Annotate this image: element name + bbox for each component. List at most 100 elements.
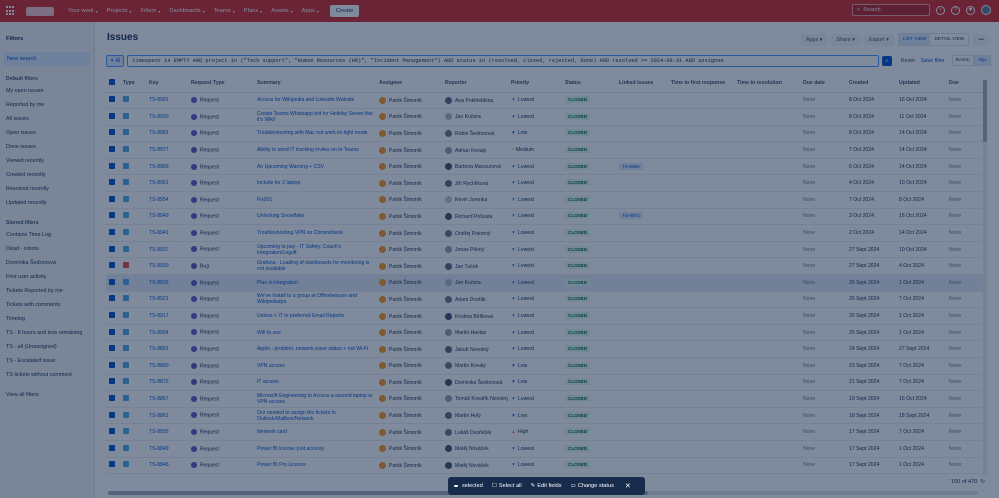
table-row[interactable]: TS-8904 Request Wifi to use Patrik Šimoník M… — [106, 324, 986, 342]
summary-link[interactable]: Our needed to assign the tickets to Outl… — [257, 409, 336, 422]
table-row[interactable]: TS-8954 Request Fix501 Patrik Šimoník Kevin … — [106, 191, 986, 209]
table-row[interactable]: TS-8937 Request Upcoming to pay - IT Safet… — [106, 241, 986, 259]
issue-key-link[interactable]: TS-8880 — [146, 357, 188, 375]
summary-link[interactable]: Power BI license (not access) — [257, 445, 325, 452]
nav-item-filters[interactable]: Filters ▾ — [141, 8, 161, 14]
select-all-button[interactable]: ☐ Select all — [492, 483, 522, 489]
row-checkbox[interactable] — [106, 390, 120, 408]
nav-item-teams[interactable]: Teams ▾ — [214, 8, 235, 14]
row-checkbox[interactable] — [106, 208, 120, 226]
row-checkbox[interactable] — [106, 108, 120, 126]
sidebar-item-default-filter[interactable]: Open issues — [6, 130, 36, 136]
nav-item-plans[interactable]: Plans ▾ — [244, 8, 263, 14]
summary-link[interactable]: An Upcoming Warning + CSV — [257, 163, 325, 170]
summary-link[interactable]: Create Teams Whatsapp bot for Holiday Se… — [257, 110, 373, 123]
linked-issue-link[interactable]: TS-8956 — [619, 162, 643, 170]
row-checkbox[interactable] — [106, 357, 120, 375]
sidebar-item-starred-filter[interactable]: TS - all (Unassigned) — [6, 344, 57, 350]
table-row[interactable]: TS-8961 Request Include for 2 laptop Patrik… — [106, 174, 986, 193]
column-header-key[interactable]: Key — [146, 74, 188, 93]
table-row[interactable]: TS-8981 Request Troubleshooting with Mac n… — [106, 125, 986, 143]
column-header-assignee[interactable]: Assignee — [376, 74, 442, 93]
column-header-request-type[interactable]: Request Type — [188, 74, 254, 93]
vertical-scroll-thumb[interactable] — [983, 80, 987, 142]
summary-link[interactable]: Grafana - Loading of dashboards for moni… — [257, 260, 370, 273]
column-header-created[interactable]: Created — [846, 74, 896, 93]
issue-key-link[interactable]: TS-8921 — [146, 291, 188, 309]
row-checkbox[interactable] — [106, 174, 120, 193]
column-header-status[interactable]: Status — [562, 74, 616, 93]
sidebar-item-starred-filter[interactable]: TS tickets without comment — [6, 372, 72, 378]
jql-query-input[interactable]: timespent is EMPTY AND project in ("Tech… — [127, 54, 879, 67]
search-submit-icon[interactable]: ⌕ — [881, 55, 892, 66]
summary-link[interactable]: VPN access — [257, 362, 285, 369]
column-header-priority[interactable]: Priority — [508, 74, 562, 93]
row-checkbox[interactable] — [106, 291, 120, 309]
summary-link[interactable]: Plan in Integration — [257, 279, 299, 286]
row-checkbox[interactable] — [106, 141, 120, 159]
table-row[interactable]: TS-8855 Request Network card Patrik Šimoník… — [106, 423, 986, 441]
issue-key-link[interactable]: TS-8969 — [146, 158, 188, 176]
row-checkbox[interactable] — [106, 307, 120, 325]
table-row[interactable]: TS-8941 Request Troubleshooting VPN on Chr… — [106, 224, 986, 242]
sidebar-item-starred-filter[interactable]: TS - 8 hours and less remaining — [6, 330, 83, 336]
status-lozenge[interactable]: CLOSED — [565, 361, 591, 369]
row-checkbox[interactable] — [106, 274, 120, 292]
status-lozenge[interactable]: CLOSED — [565, 444, 591, 452]
row-checkbox[interactable] — [106, 374, 120, 392]
issue-key-link[interactable]: TS-8949 — [146, 208, 188, 226]
table-row[interactable]: TS-8917 Request Unless + IT to preferred E… — [106, 307, 986, 325]
more-actions-icon[interactable]: ••• — [973, 33, 989, 46]
summary-link[interactable]: Wifi to use — [257, 329, 281, 336]
table-row[interactable]: TS-8861 Request Our needed to assign the t… — [106, 407, 986, 425]
issue-key-link[interactable]: TS-8861 — [146, 407, 188, 425]
issue-key-link[interactable]: TS-8961 — [146, 174, 188, 193]
status-lozenge[interactable]: CLOSED — [565, 394, 591, 402]
status-lozenge[interactable]: CLOSED — [565, 212, 591, 220]
status-lozenge[interactable]: CLOSED — [565, 262, 591, 270]
summary-link[interactable]: Microsoft Engineering to Access a second… — [257, 392, 373, 405]
column-header-updated[interactable]: Updated — [896, 74, 946, 93]
column-header-time-to-first-response[interactable]: Time to first response — [668, 74, 734, 93]
row-checkbox[interactable] — [106, 92, 120, 110]
status-lozenge[interactable]: CLOSED — [565, 229, 591, 237]
sidebar-item-starred-filter[interactable]: Find user activity — [6, 274, 47, 280]
issue-key-link[interactable]: TS-8917 — [146, 307, 188, 325]
summary-link[interactable]: Unless + IT to preferred Email Reports — [257, 313, 344, 320]
notifications-icon[interactable]: • — [936, 5, 945, 15]
status-lozenge[interactable]: CLOSED — [565, 328, 591, 336]
issue-key-link[interactable]: TS-8867 — [146, 390, 188, 408]
row-checkbox[interactable] — [106, 125, 120, 143]
table-row[interactable]: TS-8891 Request Apple - problem, network i… — [106, 340, 986, 358]
issue-key-link[interactable]: TS-8977 — [146, 141, 188, 159]
row-checkbox[interactable] — [106, 158, 120, 176]
close-icon[interactable]: ✕ — [624, 483, 631, 490]
summary-link[interactable]: Troubleshooting with Mac not work on lig… — [257, 130, 368, 137]
row-checkbox[interactable] — [106, 257, 120, 276]
issue-key-link[interactable]: TS-8981 — [146, 125, 188, 143]
column-header-time-to-resolution[interactable]: Time to resolution — [734, 74, 800, 93]
table-row[interactable]: TS-8880 Request VPN access Patrik Šimoník Ma… — [106, 357, 986, 375]
status-lozenge[interactable]: CLOSED — [565, 96, 591, 104]
summary-link[interactable]: We've Install to a group at Officebeacon… — [257, 293, 357, 306]
status-lozenge[interactable]: CLOSED — [565, 345, 591, 353]
table-row[interactable]: TS-8926 Request Plan in Integration Patrik … — [106, 274, 986, 292]
list-view-toggle[interactable]: LIST VIEW — [898, 34, 931, 45]
issue-key-link[interactable]: TS-8904 — [146, 324, 188, 342]
summary-link[interactable]: Upcoming to pay - IT Safety: Coach's Int… — [257, 243, 342, 256]
reset-button[interactable]: Reset — [900, 57, 915, 64]
share-button[interactable]: Share ▾ — [831, 33, 861, 46]
nav-item-dashboards[interactable]: Dashboards ▾ — [169, 8, 204, 14]
issue-key-link[interactable]: TS-8926 — [146, 274, 188, 292]
sidebar-item-default-filter[interactable]: Done issues — [6, 144, 36, 150]
vertical-scrollbar[interactable] — [983, 80, 987, 475]
column-header-due[interactable]: Due — [946, 74, 986, 93]
table-row[interactable]: TS-8991 Request Access for Wikipedia and L… — [106, 92, 986, 110]
column-header-linked-issues[interactable]: Linked Issues — [616, 74, 668, 93]
status-lozenge[interactable]: CLOSED — [565, 162, 591, 170]
table-row[interactable]: TS-8849 Request Power BI license (not acce… — [106, 440, 986, 458]
sidebar-item-default-filter[interactable]: My open issues — [6, 88, 44, 94]
detail-view-toggle[interactable]: DETAIL VIEW — [934, 37, 965, 42]
change-status-button[interactable]: ▭ Change status — [571, 483, 614, 489]
issue-key-link[interactable]: TS-8954 — [146, 191, 188, 209]
